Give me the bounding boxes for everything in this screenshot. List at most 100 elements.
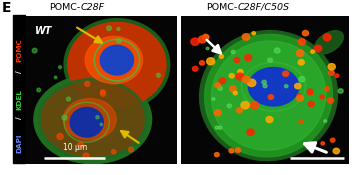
Circle shape xyxy=(85,81,90,86)
Circle shape xyxy=(284,85,288,88)
Circle shape xyxy=(116,38,121,43)
Ellipse shape xyxy=(42,82,144,156)
Circle shape xyxy=(83,153,89,159)
Circle shape xyxy=(129,147,134,152)
Circle shape xyxy=(55,76,57,79)
Circle shape xyxy=(112,150,116,154)
Circle shape xyxy=(303,30,309,36)
Circle shape xyxy=(37,88,41,92)
Circle shape xyxy=(62,115,67,120)
Text: C28F: C28F xyxy=(81,3,105,12)
Text: /: / xyxy=(16,117,22,119)
Circle shape xyxy=(298,39,305,45)
Circle shape xyxy=(328,64,335,70)
Circle shape xyxy=(236,73,244,80)
Circle shape xyxy=(191,38,199,45)
Circle shape xyxy=(333,148,339,154)
Text: 10 μm: 10 μm xyxy=(62,143,87,152)
Text: /: / xyxy=(16,71,22,73)
Circle shape xyxy=(32,48,37,53)
Circle shape xyxy=(297,94,301,97)
Circle shape xyxy=(206,47,209,50)
Circle shape xyxy=(100,123,103,126)
Circle shape xyxy=(311,50,314,53)
Bar xyxy=(13,15,25,163)
Text: POMC-: POMC- xyxy=(206,3,237,12)
Circle shape xyxy=(307,89,313,94)
Ellipse shape xyxy=(34,75,152,164)
Circle shape xyxy=(215,126,219,129)
Text: DAPI: DAPI xyxy=(16,133,22,153)
Text: POMC: POMC xyxy=(16,38,22,62)
Circle shape xyxy=(299,76,305,82)
Circle shape xyxy=(248,79,256,86)
Circle shape xyxy=(206,58,215,65)
Text: POMC-: POMC- xyxy=(49,3,80,12)
Circle shape xyxy=(308,142,314,147)
Circle shape xyxy=(214,153,219,157)
Circle shape xyxy=(227,104,231,108)
Circle shape xyxy=(219,55,223,58)
Ellipse shape xyxy=(100,45,134,75)
Circle shape xyxy=(296,95,303,101)
Circle shape xyxy=(117,27,120,30)
Ellipse shape xyxy=(211,41,326,150)
Circle shape xyxy=(296,50,304,56)
Circle shape xyxy=(242,34,250,40)
Circle shape xyxy=(233,91,237,95)
Circle shape xyxy=(200,61,204,65)
Ellipse shape xyxy=(63,99,116,140)
Circle shape xyxy=(250,102,258,109)
Circle shape xyxy=(308,101,314,107)
Circle shape xyxy=(325,87,330,91)
Circle shape xyxy=(263,84,267,88)
Circle shape xyxy=(330,138,335,142)
Circle shape xyxy=(242,76,250,83)
Circle shape xyxy=(101,90,105,94)
Circle shape xyxy=(219,78,226,84)
Circle shape xyxy=(314,45,322,52)
Circle shape xyxy=(238,69,243,74)
Circle shape xyxy=(57,133,63,139)
Circle shape xyxy=(298,60,304,65)
Circle shape xyxy=(252,32,256,35)
Circle shape xyxy=(100,91,106,96)
Text: E: E xyxy=(2,1,12,15)
Ellipse shape xyxy=(248,68,299,106)
Circle shape xyxy=(329,70,334,75)
Circle shape xyxy=(229,74,234,78)
Circle shape xyxy=(262,80,266,84)
Circle shape xyxy=(66,97,70,101)
Circle shape xyxy=(199,36,206,43)
Circle shape xyxy=(156,73,160,77)
Circle shape xyxy=(231,50,235,54)
Circle shape xyxy=(78,142,83,148)
Circle shape xyxy=(203,34,209,40)
Circle shape xyxy=(335,74,339,77)
Ellipse shape xyxy=(38,79,147,160)
Circle shape xyxy=(212,98,215,100)
Circle shape xyxy=(283,71,289,76)
Circle shape xyxy=(236,108,242,113)
Circle shape xyxy=(247,129,254,135)
Circle shape xyxy=(106,26,112,30)
Circle shape xyxy=(192,66,198,71)
Text: WT: WT xyxy=(35,26,53,36)
Circle shape xyxy=(321,142,325,145)
Circle shape xyxy=(229,149,234,153)
Circle shape xyxy=(309,91,313,95)
Ellipse shape xyxy=(205,34,332,157)
Circle shape xyxy=(268,58,273,62)
Circle shape xyxy=(241,102,249,109)
Circle shape xyxy=(327,98,334,103)
Circle shape xyxy=(274,48,280,53)
Circle shape xyxy=(234,57,240,62)
Circle shape xyxy=(96,116,99,119)
Circle shape xyxy=(266,116,273,122)
Circle shape xyxy=(245,55,252,61)
Circle shape xyxy=(324,120,327,122)
Circle shape xyxy=(215,83,220,88)
Ellipse shape xyxy=(314,31,343,54)
Circle shape xyxy=(218,126,222,129)
Text: KDEL: KDEL xyxy=(16,90,22,110)
